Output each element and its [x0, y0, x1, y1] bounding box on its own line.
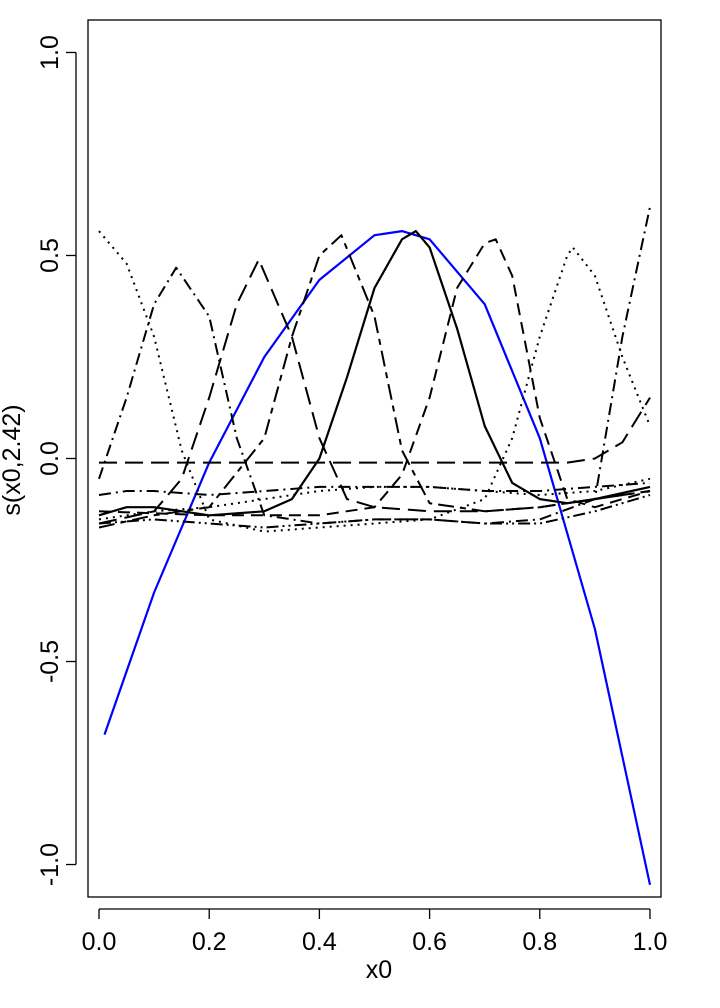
- series-line-11: [98, 494, 651, 529]
- series-line-9: [98, 481, 651, 496]
- y-tick-label: 0.5: [36, 238, 64, 273]
- x-tick-label: 0.2: [192, 928, 227, 956]
- series-line-10: [98, 477, 651, 521]
- plot-box: [87, 19, 662, 898]
- x-tick-label: 1.0: [633, 928, 668, 956]
- y-tick-label: 0.0: [36, 441, 64, 476]
- x-tick-label: 0.8: [522, 928, 557, 956]
- y-axis: -1.0 -0.5 0.0 0.5 1.0: [36, 35, 77, 886]
- y-axis-title: s(x0,2.42): [0, 404, 26, 515]
- series-line-7: [98, 238, 651, 517]
- series-line-6: [98, 234, 651, 529]
- x-tick-label: 0.6: [412, 928, 447, 956]
- x-axis: 0.0 0.2 0.4 0.6 0.8 1.0: [82, 908, 668, 956]
- x-tick-label: 0.0: [82, 928, 117, 956]
- series-layer: [98, 206, 652, 886]
- series-line-1: [103, 230, 652, 886]
- series-line-8: [99, 397, 651, 464]
- series-line-3: [98, 230, 651, 533]
- x-axis-title: x0: [366, 956, 392, 984]
- series-line-4: [98, 206, 651, 525]
- y-tick-label: -0.5: [36, 640, 64, 683]
- y-tick-label: 1.0: [36, 35, 64, 70]
- x-tick-label: 0.4: [302, 928, 337, 956]
- series-line-2: [98, 230, 651, 517]
- y-tick-label: -1.0: [36, 843, 64, 886]
- series-line-5: [98, 258, 651, 525]
